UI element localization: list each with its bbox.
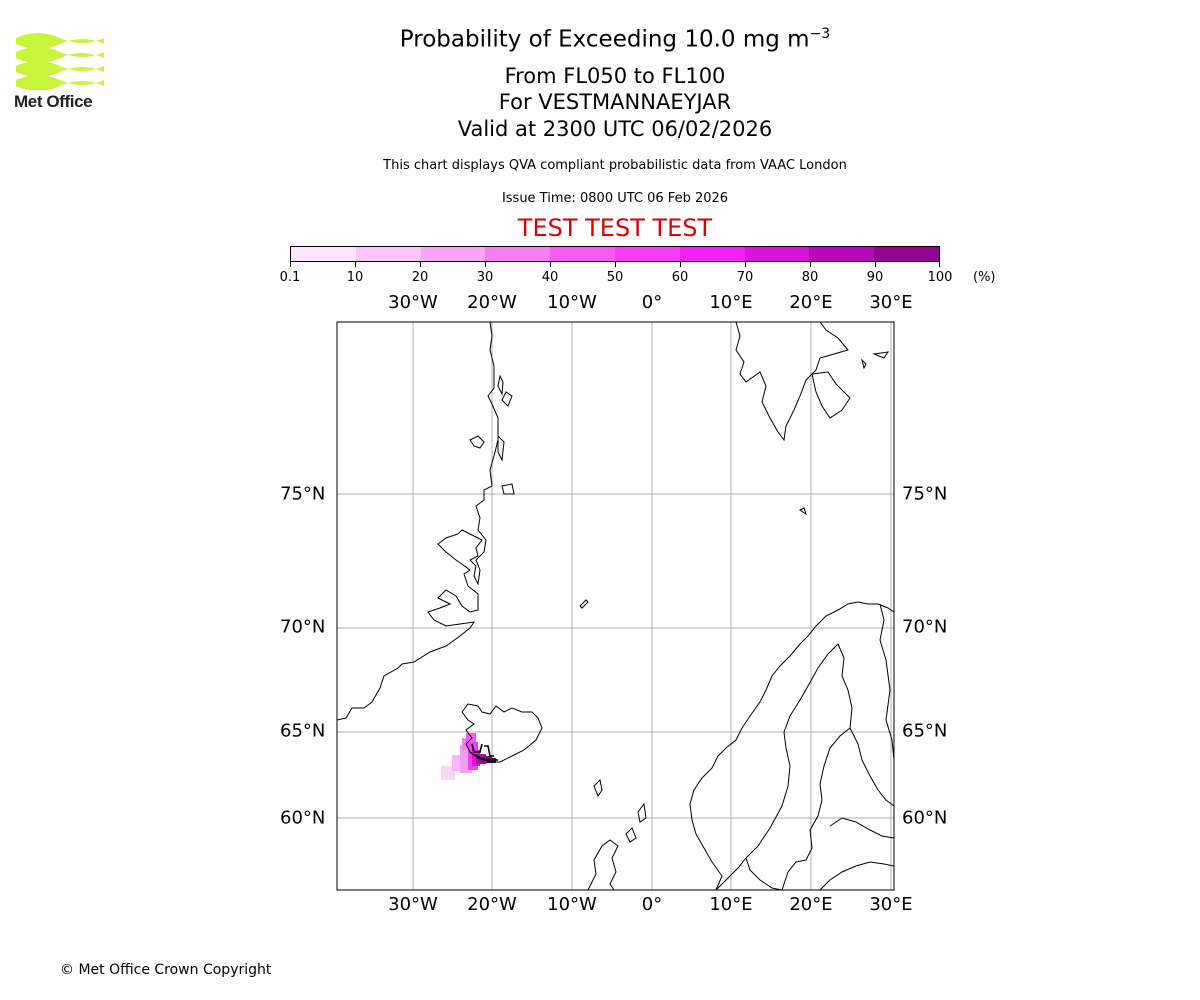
colorbar-tick [680,262,681,267]
colorbar-segment-9 [874,247,939,261]
probability-colorbar [290,246,940,262]
colorbar-label-30: 30 [476,270,494,285]
colorbar-label-60: 60 [671,270,689,285]
bear-island [799,507,807,516]
colorbar-segment-6 [679,247,745,261]
finland-border [837,643,853,729]
colorbar-tick [355,262,356,267]
sweden-coast [781,727,851,890]
lon-label-top-30w: 30°W [388,292,438,313]
colorbar-segment-0 [291,247,356,261]
skagerrak-coast [715,856,783,890]
lat-label-left-60n: 60°N [280,807,326,829]
colorbar-tick [615,262,616,267]
lon-label-bottom-20w: 20°W [467,894,517,915]
graticule [337,322,894,890]
colorbar-segment-4 [550,247,615,261]
greenland-island [497,434,505,462]
colorbar-segment-8 [809,247,875,261]
lat-label-right-70n: 70°N [902,616,948,638]
coastlines [337,322,894,890]
colorbar-label-50: 50 [606,270,624,285]
lon-label-bottom-0: 0° [641,894,663,915]
colorbar-tick [550,262,551,267]
colorbar-tick [939,262,940,267]
finland-west-coast [849,727,894,807]
lat-label-right-65n: 65°N [902,720,948,742]
chart-description: This chart displays QVA compliant probab… [383,158,847,173]
lon-label-top-0: 0° [641,292,663,313]
faroe-islands [593,778,603,798]
colorbar-label-70: 70 [736,270,754,285]
greenland-coast [337,322,499,721]
svalbard-coast [735,322,849,442]
lon-label-bottom-10w: 10°W [547,894,597,915]
test-banner: TEST TEST TEST [517,214,713,242]
lon-label-top-30e: 30°E [869,292,913,313]
lon-label-top-20w: 20°W [467,292,517,313]
colorbar-unit: (%) [973,270,996,285]
colorbar-label-100: 100 [927,270,953,285]
colorbar-segment-1 [355,247,421,261]
lon-label-bottom-20e: 20°E [789,894,833,915]
volcano-marker [471,743,498,761]
lon-label-bottom-10e: 10°E [709,894,753,915]
met-office-logo [16,33,104,90]
lat-label-left-70n: 70°N [280,616,326,638]
baltic-coast [819,861,894,890]
colorbar-tick [875,262,876,267]
issue-time: Issue Time: 0800 UTC 06 Feb 2026 [501,191,729,206]
colorbar-label-90: 90 [866,270,884,285]
lat-label-right-60n: 60°N [902,807,948,829]
lon-label-bottom-30e: 30°E [869,894,913,915]
svalbard-island [811,371,851,419]
valid-time: Valid at 2300 UTC 06/02/2026 [457,117,773,141]
orkney [625,827,637,843]
colorbar-tick [290,262,291,267]
lon-label-top-20e: 20°E [789,292,833,313]
lon-label-top-10w: 10°W [547,292,597,313]
iceland-coast [461,703,543,763]
jan-mayen [579,599,589,609]
chart-title: Probability of Exceeding 10.0 mg m−3 [399,26,831,53]
lat-label-right-75n: 75°N [902,483,948,505]
lon-label-bottom-30w: 30°W [388,894,438,915]
finland-russia-border [879,603,894,761]
colorbar-segment-3 [485,247,551,261]
colorbar-label-0.1: 0.1 [279,270,301,285]
map-frame [336,321,895,891]
finland-south-coast [829,817,894,839]
volcano-name: For VESTMANNAEYJAR [498,90,732,114]
lat-label-left-65n: 65°N [280,720,326,742]
scotland-coast [587,839,619,890]
lon-label-top-10e: 10°E [709,292,753,313]
colorbar-label-10: 10 [346,270,364,285]
norway-sweden-border [745,643,839,859]
colorbar-tick [745,262,746,267]
greenland-island [501,391,513,407]
colorbar-label-20: 20 [411,270,429,285]
met-office-wordmark: Met Office [14,92,93,111]
colorbar-tick [420,262,421,267]
colorbar-label-40: 40 [541,270,559,285]
colorbar-segment-2 [420,247,486,261]
colorbar-tick [485,262,486,267]
colorbar-segment-5 [614,247,680,261]
colorbar-label-80: 80 [801,270,819,285]
svalbard-island [861,358,867,370]
colorbar-segment-7 [744,247,810,261]
colorbar-tick [810,262,811,267]
ash-plume [441,733,496,780]
greenland-island [469,435,485,449]
lat-label-left-75n: 75°N [280,483,326,505]
shetland [637,802,647,823]
svalbard-island [872,351,890,359]
copyright-notice: © Met Office Crown Copyright [60,962,272,978]
flight-levels: From FL050 to FL100 [504,64,726,88]
greenland-island [497,374,504,396]
greenland-island [501,483,515,495]
norway-coast [689,601,894,890]
